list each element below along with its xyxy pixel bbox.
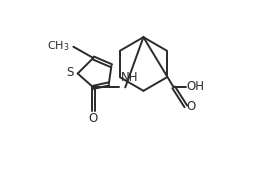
Text: O: O [187, 100, 196, 113]
Text: NH: NH [121, 71, 138, 84]
Text: O: O [89, 112, 98, 125]
Text: OH: OH [187, 80, 205, 93]
Text: S: S [66, 66, 73, 79]
Text: CH$_3$: CH$_3$ [46, 39, 69, 53]
